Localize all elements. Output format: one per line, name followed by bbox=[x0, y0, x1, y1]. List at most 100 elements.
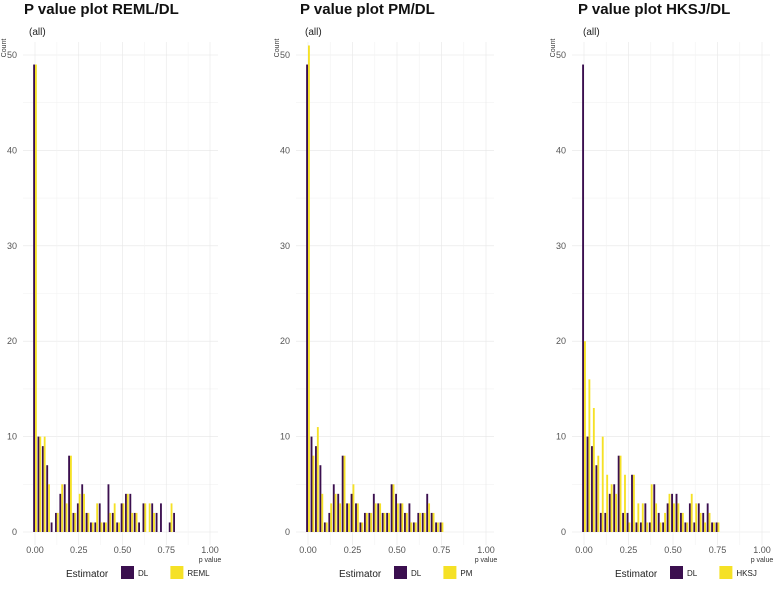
x-tick-label: 0.50 bbox=[114, 545, 132, 555]
bar-dl bbox=[399, 503, 402, 532]
legend-title: Estimator bbox=[66, 569, 109, 580]
bar-pm bbox=[428, 503, 431, 532]
bar-pm bbox=[312, 455, 315, 532]
bar-dl bbox=[346, 503, 349, 532]
legend-swatch-dl bbox=[394, 566, 407, 579]
gridlines bbox=[296, 42, 494, 545]
y-tick-label: 40 bbox=[280, 145, 290, 155]
bar-dl bbox=[671, 493, 673, 532]
bar-hksj bbox=[624, 474, 626, 532]
y-tick-label: 10 bbox=[556, 432, 566, 442]
x-tick-label: 0.25 bbox=[620, 545, 638, 555]
bar-dl bbox=[55, 512, 57, 532]
bar-dl bbox=[648, 522, 651, 532]
bar-hksj bbox=[584, 341, 586, 532]
bar-hksj bbox=[655, 503, 658, 532]
bar-reml bbox=[56, 512, 59, 532]
series-hksj bbox=[584, 341, 720, 532]
chart-title: P value plot REML/DL bbox=[24, 1, 179, 18]
bar-dl bbox=[319, 465, 322, 532]
bar-reml bbox=[91, 522, 94, 532]
bar-dl bbox=[711, 522, 714, 532]
bar-pm bbox=[334, 493, 337, 532]
bar-pm bbox=[397, 503, 399, 532]
bar-dl bbox=[386, 512, 389, 532]
bar-hksj bbox=[713, 522, 715, 532]
bar-dl bbox=[715, 522, 718, 532]
bar-dl bbox=[617, 455, 620, 532]
x-tick-label: 0.50 bbox=[664, 545, 682, 555]
bar-dl bbox=[323, 522, 326, 532]
bar-dl bbox=[33, 64, 35, 532]
bar-hksj bbox=[592, 407, 595, 532]
bar-dl bbox=[662, 522, 665, 532]
legend: Estimator DL PM bbox=[339, 566, 473, 580]
bar-dl bbox=[684, 522, 687, 532]
bar-dl bbox=[644, 503, 647, 532]
bar-pm bbox=[401, 503, 404, 532]
y-tick-label: 20 bbox=[280, 336, 290, 346]
chart-subtitle: (all) bbox=[583, 27, 600, 38]
series-dl bbox=[306, 64, 442, 532]
y-tick-label: 30 bbox=[556, 241, 566, 251]
bar-pm bbox=[339, 503, 342, 532]
bar-pm bbox=[321, 493, 324, 532]
legend-swatch-hksj bbox=[719, 566, 733, 579]
bar-hksj bbox=[637, 503, 640, 532]
bar-dl bbox=[412, 522, 415, 532]
bar-dl bbox=[328, 512, 331, 532]
bar-reml bbox=[148, 503, 151, 532]
bar-dl bbox=[337, 493, 340, 532]
bar-reml bbox=[96, 503, 99, 532]
bar-dl bbox=[315, 446, 317, 532]
bar-dl bbox=[631, 474, 633, 532]
bar-reml bbox=[118, 522, 120, 532]
bar-dl bbox=[129, 493, 132, 532]
bar-dl bbox=[155, 512, 158, 532]
bar-reml bbox=[109, 512, 112, 532]
x-tick-label: 0.75 bbox=[709, 545, 727, 555]
bar-pm bbox=[361, 522, 364, 532]
bar-dl bbox=[608, 493, 611, 532]
y-tick-label: 40 bbox=[7, 145, 17, 155]
bar-dl bbox=[626, 512, 629, 532]
bar-hksj bbox=[668, 493, 671, 532]
x-tick-label: 0.75 bbox=[157, 545, 175, 555]
bar-reml bbox=[126, 493, 129, 532]
bar-pm bbox=[419, 512, 422, 532]
bar-pm bbox=[437, 522, 439, 532]
x-tick-label: 0.00 bbox=[299, 545, 317, 555]
bar-dl bbox=[657, 512, 660, 532]
bar-hksj bbox=[699, 512, 702, 532]
x-axis-label: p value bbox=[199, 557, 222, 564]
bar-pm bbox=[316, 427, 319, 532]
bar-dl bbox=[138, 522, 140, 532]
legend-label-reml: REML bbox=[187, 569, 210, 578]
bar-pm bbox=[308, 45, 310, 533]
y-tick-label: 10 bbox=[280, 432, 290, 442]
bar-dl bbox=[363, 512, 366, 532]
legend: Estimator DL HKSJ bbox=[615, 566, 757, 580]
bar-pm bbox=[356, 503, 359, 532]
bar-dl bbox=[41, 446, 44, 532]
bar-dl bbox=[395, 493, 397, 532]
y-tick-label: 50 bbox=[7, 50, 17, 60]
x-tick-label: 0.75 bbox=[433, 545, 451, 555]
x-tick-label: 1.00 bbox=[753, 545, 771, 555]
series-reml bbox=[35, 64, 173, 532]
bar-reml bbox=[170, 503, 173, 532]
bar-reml bbox=[135, 512, 138, 532]
bar-hksj bbox=[704, 522, 707, 532]
bar-dl bbox=[103, 522, 105, 532]
x-tick-label: 1.00 bbox=[201, 545, 219, 555]
bar-hksj bbox=[615, 493, 618, 532]
legend-label-dl: DL bbox=[411, 569, 422, 578]
bar-dl bbox=[702, 512, 705, 532]
bar-dl bbox=[94, 522, 97, 532]
bar-dl bbox=[85, 512, 88, 532]
bar-hksj bbox=[708, 512, 711, 532]
x-tick-label: 1.00 bbox=[477, 545, 495, 555]
bar-dl bbox=[332, 484, 335, 532]
chart-panel-2: P value plot PM/DL (all) Count 0 10 20 30 40 50 0… bbox=[274, 1, 497, 580]
bar-reml bbox=[100, 522, 103, 532]
